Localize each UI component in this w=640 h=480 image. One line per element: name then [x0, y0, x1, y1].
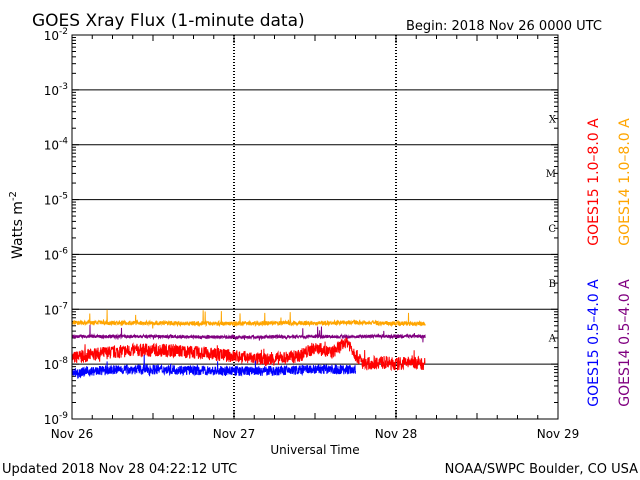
flare-class-label: A	[548, 334, 557, 345]
series-line	[71, 309, 426, 329]
x-tick-label: Nov 26	[51, 427, 94, 441]
y-tick-label: 10-8	[44, 356, 69, 372]
legend-entry: GOES15 0.5–4.0 A	[586, 279, 602, 407]
y-tick-label: 10-3	[44, 82, 68, 98]
y-tick-label: 10-5	[44, 192, 68, 208]
legend: GOES15 1.0–8.0 A GOES14 1.0–8.0 A GOES15 0…	[586, 118, 633, 407]
flare-class-label: C	[548, 224, 556, 235]
legend-entry: GOES14 1.0–8.0 A	[617, 118, 633, 246]
chart-title: GOES Xray Flux (1-minute data)	[32, 11, 305, 31]
flare-class-label: B	[549, 279, 556, 290]
x-tick-labels: Nov 26 Nov 27 Nov 28 Nov 29	[51, 427, 580, 441]
flare-class-labels: X M C B A	[546, 114, 557, 344]
y-axis-label-main: Watts m	[10, 201, 26, 259]
y-tick-label: 10-2	[44, 27, 68, 43]
x-tick-label: Nov 27	[213, 427, 256, 441]
plot-frame	[71, 34, 559, 420]
y-tick-labels: 10-2 10-3 10-4 10-5 10-6 10-7 10-8 10-9	[44, 27, 69, 427]
x-axis-label: Universal Time	[270, 443, 359, 457]
flare-class-label: X	[549, 114, 557, 125]
source-credit: NOAA/SWPC Boulder, CO USA	[445, 462, 638, 477]
y-tick-label: 10-6	[44, 246, 69, 262]
legend-entry: GOES15 1.0–8.0 A	[586, 118, 602, 246]
grid-layer	[71, 35, 559, 420]
series-layer	[71, 309, 426, 379]
y-axis-label: Watts m-2	[8, 191, 26, 259]
updated-timestamp: Updated 2018 Nov 28 04:22:12 UTC	[2, 462, 237, 477]
y-axis-label-sup: -2	[8, 191, 19, 201]
svg-text:Watts m-2: Watts m-2	[8, 191, 26, 259]
series-line	[71, 354, 356, 379]
series-line	[71, 335, 426, 372]
legend-entry: GOES14 0.5–4.0 A	[617, 279, 633, 407]
flare-class-label: M	[546, 169, 556, 180]
begin-label: Begin: 2018 Nov 26 0000 UTC	[406, 19, 602, 34]
y-tick-label: 10-4	[44, 137, 69, 153]
y-tick-label: 10-9	[44, 411, 69, 427]
x-tick-label: Nov 29	[537, 427, 580, 441]
x-tick-label: Nov 28	[375, 427, 418, 441]
y-tick-label: 10-7	[44, 301, 68, 317]
series-line	[71, 324, 426, 343]
